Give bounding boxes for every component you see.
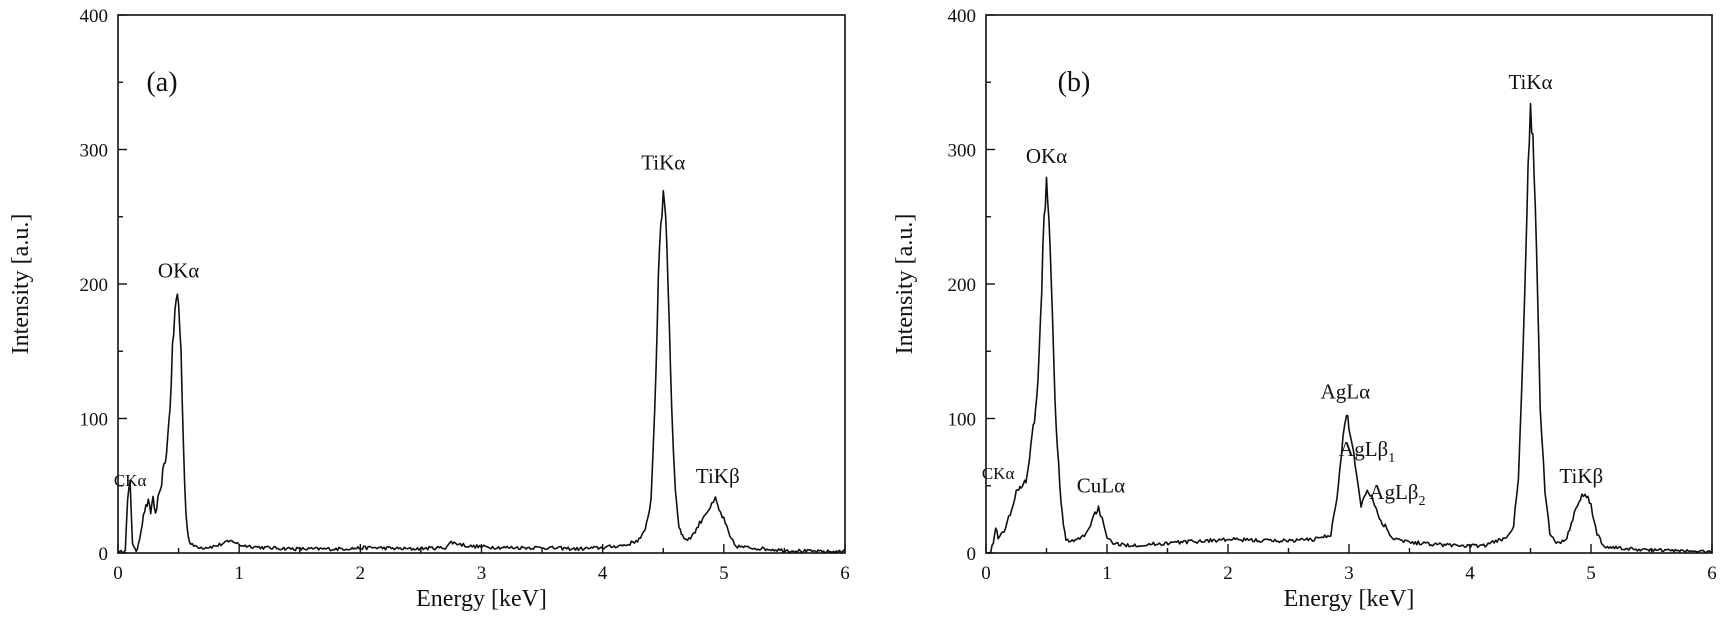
x-tick-label: 1 [234,563,244,584]
x-axis-title: Energy [keV] [1284,586,1415,612]
peak-label: TiKβ [1559,464,1603,488]
peak-label-text: CKα [114,471,147,490]
peak-label-text: OKα [158,258,199,282]
peak-label-text: TiKα [641,151,685,175]
y-axis-title: Intensity [a.u.] [8,214,34,355]
peak-label: AgLα [1321,379,1371,403]
peak-label-text: AgLα [1321,379,1371,403]
y-tick-label: 100 [948,410,977,431]
peak-label: CKα [114,471,147,490]
peak-label-subscript: 1 [1388,451,1395,466]
x-tick-label: 0 [113,563,123,584]
x-tick-label: 5 [1586,563,1596,584]
x-tick-label: 2 [356,563,366,584]
panel-tag: (b) [1058,67,1091,98]
peak-label: TiKα [1508,70,1552,94]
peak-label-text: CKα [982,464,1015,483]
spectrum-line [117,189,846,554]
x-tick-label: 2 [1223,563,1233,584]
peak-label: AgLβ1 [1339,437,1395,466]
peak-label-text: TiKβ [1559,464,1603,488]
x-tick-label: 4 [598,563,608,584]
x-axis-title: Energy [keV] [416,586,547,612]
panel-tag: (a) [146,67,177,98]
x-tick-label: 6 [840,563,850,584]
x-tick-label: 3 [477,563,487,584]
y-tick-label: 0 [967,544,977,565]
y-tick-label: 300 [948,141,977,162]
y-tick-label: 400 [80,6,109,27]
peak-label: AgLβ2 [1369,480,1425,509]
peak-label-text: TiKα [1508,70,1552,94]
peak-label: TiKα [641,151,685,175]
chart-panel-a: 0 1 2 3 4 5 6 0 100 200 300 400 Energy [keV] Intensit… [8,6,850,612]
y-tick-label: 200 [80,275,109,296]
y-tick-label: 200 [948,275,977,296]
x-tick-label: 1 [1102,563,1112,584]
y-tick-label: 400 [948,6,977,27]
x-tick-label: 5 [719,563,729,584]
peak-label: CKα [982,464,1015,483]
y-tick-label: 100 [80,410,109,431]
x-tick-label: 6 [1707,563,1717,584]
peak-label: OKα [1026,144,1067,168]
chart-panel-b: 0 1 2 3 4 5 6 0 100 200 300 400 Energy [keV] Intensit… [892,6,1717,612]
peak-label: TiKβ [696,464,740,488]
y-tick-label: 300 [80,141,109,162]
x-tick-label: 0 [981,563,991,584]
peak-label: OKα [158,258,199,282]
peak-label-text: OKα [1026,144,1067,168]
peak-label-text: AgLβ [1339,437,1388,461]
peak-label-subscript: 2 [1418,494,1425,509]
peak-label-text: AgLβ [1369,480,1418,504]
peak-label: CuLα [1077,473,1125,497]
y-axis-title: Intensity [a.u.] [892,214,918,355]
y-tick-label: 0 [99,544,109,565]
spectrum-line [986,102,1712,554]
peak-label-text: TiKβ [696,464,740,488]
peak-label-text: CuLα [1077,473,1125,497]
x-tick-label: 4 [1465,563,1475,584]
x-tick-label: 3 [1344,563,1354,584]
